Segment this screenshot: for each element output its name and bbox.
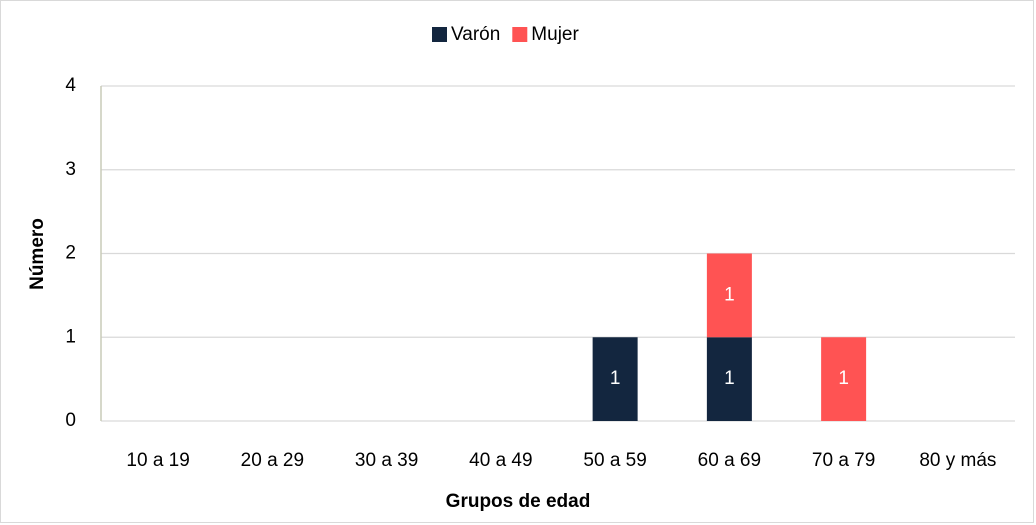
legend-swatch — [432, 27, 447, 42]
data-label: 1 — [724, 284, 735, 305]
bar-segment — [592, 337, 638, 421]
x-tick-label: 10 a 19 — [126, 450, 189, 471]
x-tick-label: 50 a 59 — [583, 450, 646, 471]
y-tick-label: 4 — [65, 75, 76, 96]
y-tick-label: 1 — [65, 326, 76, 347]
y-tick-label: 2 — [65, 243, 76, 264]
x-tick-label: 80 y más — [919, 450, 996, 471]
x-axis-title: Grupos de edad — [446, 491, 591, 512]
x-tick-label: 20 a 29 — [241, 450, 304, 471]
legend-swatch — [512, 27, 528, 42]
data-label: 1 — [838, 368, 849, 389]
x-tick-label: 60 a 69 — [698, 450, 761, 471]
x-tick-label: 70 a 79 — [812, 450, 875, 471]
legend-label: Varón — [451, 24, 500, 45]
x-tick-label: 40 a 49 — [469, 450, 532, 471]
y-tick-label: 0 — [65, 410, 76, 431]
x-tick-label: 30 a 39 — [355, 450, 418, 471]
y-tick-label: 3 — [65, 159, 76, 180]
bar-segment — [706, 253, 752, 338]
y-axis-title: Número — [27, 218, 48, 290]
bar-segment — [706, 337, 752, 421]
data-label: 1 — [610, 368, 621, 389]
legend-label: Mujer — [531, 24, 579, 45]
data-label: 1 — [724, 368, 735, 389]
bar-segment — [821, 337, 867, 421]
